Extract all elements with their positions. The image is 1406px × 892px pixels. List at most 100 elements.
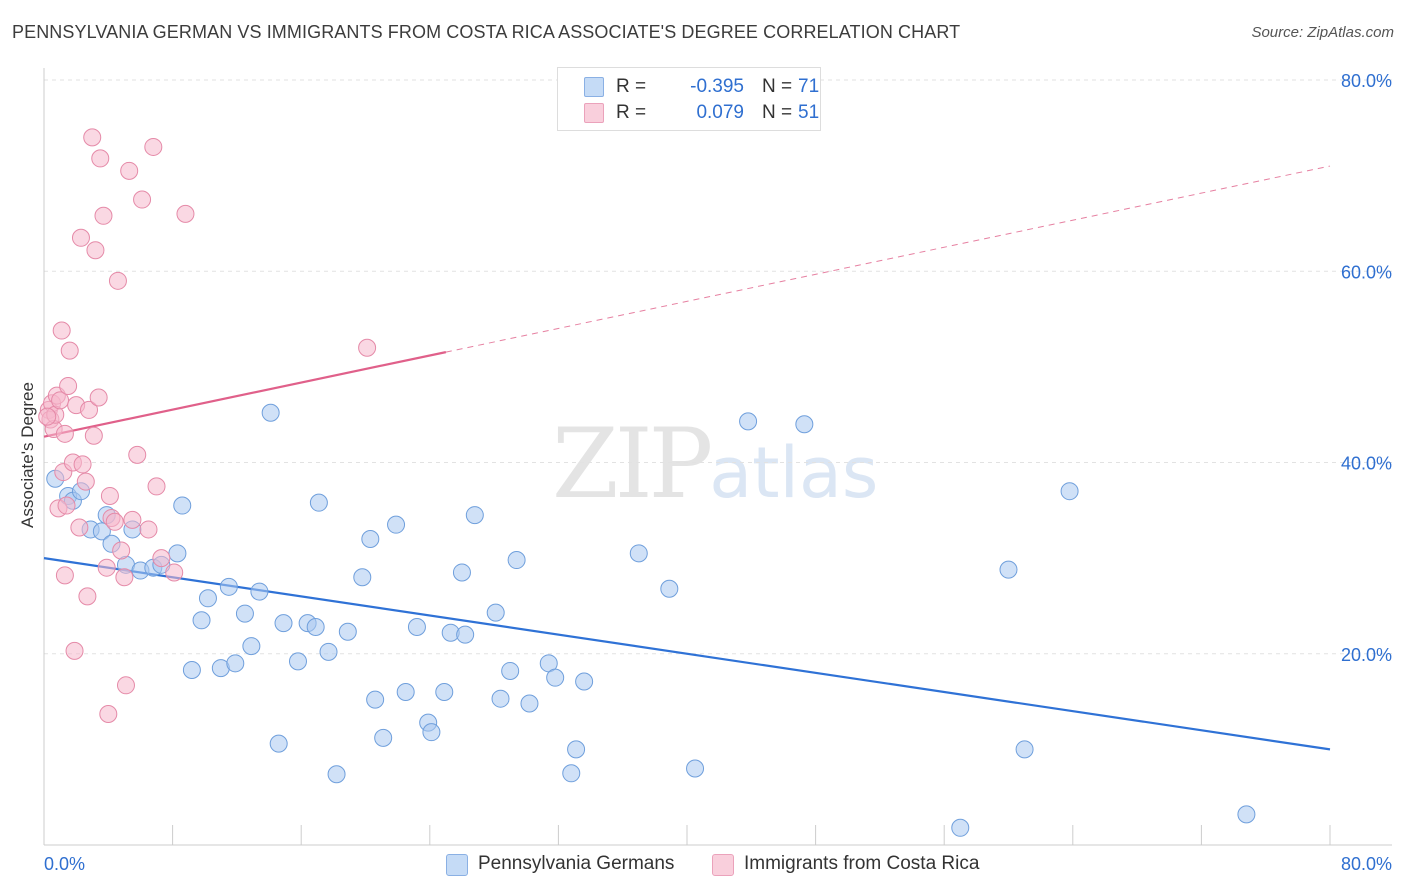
pennsylvania-point — [374, 728, 393, 747]
legend-n-label: N = — [762, 76, 793, 97]
source-credit: Source: ZipAtlas.com — [1251, 24, 1394, 41]
legend-r-value: -0.395 — [690, 76, 744, 97]
pennsylvania-point — [309, 493, 328, 512]
pennsylvania-point — [575, 672, 594, 691]
pennsylvania-point — [1237, 805, 1256, 824]
costa-rica-point — [71, 228, 90, 247]
pennsylvania-point — [235, 604, 254, 623]
pennsylvania-point — [396, 683, 415, 701]
pennsylvania-point — [501, 661, 520, 680]
costa-rica-point — [112, 541, 131, 560]
costa-rica-point — [57, 496, 76, 515]
y-axis-label: Associate's Degree — [18, 382, 37, 528]
pennsylvania-point — [92, 522, 111, 541]
series-swatch-pink — [712, 854, 734, 876]
pennsylvania-point — [407, 617, 426, 636]
costa-rica-point — [76, 472, 95, 491]
pennsylvania-point — [250, 582, 269, 601]
y-tick-label: 60.0% — [1341, 262, 1392, 282]
pennsylvania-point — [507, 551, 526, 570]
pennsylvania-point — [562, 764, 581, 783]
pennsylvania-point — [629, 544, 648, 563]
pennsylvania-point — [1015, 740, 1034, 759]
costa-rica-point — [55, 424, 74, 443]
pennsylvania-point — [338, 622, 357, 641]
pennsylvania-point — [361, 530, 380, 548]
legend-n-value: 71 — [798, 76, 820, 97]
pennsylvania-point — [422, 723, 441, 742]
costa-rica-point — [144, 137, 163, 156]
pennsylvania-point — [226, 654, 245, 673]
costa-rica-trend-line — [43, 351, 447, 438]
y-tick-label: 40.0% — [1341, 454, 1392, 474]
pennsylvania-point — [686, 759, 705, 778]
costa-rica-point — [73, 455, 92, 474]
costa-rica-point — [108, 271, 127, 290]
costa-rica-trend-line-extension — [445, 165, 1331, 353]
pennsylvania-point — [219, 577, 238, 596]
pennsylvania-point — [739, 412, 758, 431]
pennsylvania-point — [1060, 482, 1079, 501]
costa-rica-point — [38, 407, 57, 426]
y-tick-label: 80.0% — [1341, 71, 1392, 91]
pennsylvania-point — [387, 515, 406, 534]
pennsylvania-point — [491, 689, 510, 708]
legend-r-label: R = — [616, 102, 647, 123]
costa-rica-point — [78, 587, 97, 606]
pennsylvania-point — [567, 740, 586, 759]
series-legend-label: Immigrants from Costa Rica — [744, 853, 980, 874]
costa-rica-point — [147, 477, 166, 496]
costa-rica-point — [55, 566, 74, 585]
data-points — [38, 128, 1256, 837]
costa-rica-point — [116, 676, 135, 695]
costa-rica-point — [80, 400, 99, 419]
costa-rica-point — [152, 549, 171, 568]
pennsylvania-point — [452, 563, 471, 582]
grid-lines — [44, 79, 1392, 655]
pennsylvania-point — [465, 506, 484, 525]
costa-rica-point — [65, 641, 84, 660]
watermark-atlas: atlas — [709, 432, 879, 514]
pennsylvania-point — [182, 661, 201, 680]
costa-rica-point — [83, 128, 102, 147]
pennsylvania-point — [951, 818, 970, 837]
pennsylvania-point — [269, 734, 288, 753]
costa-rica-point — [128, 445, 147, 464]
costa-rica-point — [176, 204, 195, 223]
pennsylvania-point — [274, 614, 293, 633]
pennsylvania-point — [795, 415, 814, 434]
costa-rica-point — [105, 512, 124, 531]
costa-rica-point — [133, 190, 152, 209]
costa-rica-point — [94, 206, 113, 225]
costa-rica-point — [120, 161, 139, 180]
costa-rica-point — [59, 377, 78, 395]
legend-swatch-pink — [584, 103, 604, 123]
y-tick-label: 20.0% — [1341, 645, 1392, 665]
pennsylvania-point — [192, 611, 211, 630]
pennsylvania-point — [173, 496, 192, 515]
series-swatch-blue — [446, 854, 468, 876]
costa-rica-point — [123, 510, 142, 529]
legend-r-value: 0.079 — [696, 102, 744, 123]
axes — [43, 68, 1392, 846]
costa-rica-point — [97, 558, 116, 577]
costa-rica-point — [99, 704, 118, 723]
pennsylvania-point — [546, 668, 565, 687]
costa-rica-point — [115, 568, 134, 587]
pennsylvania-point — [660, 579, 679, 598]
pennsylvania-point — [456, 625, 475, 644]
costa-rica-point — [70, 518, 89, 537]
pennsylvania-point — [327, 765, 346, 784]
watermark-zip: ZIP — [552, 408, 713, 520]
legend-n-label: N = — [762, 102, 793, 123]
pennsylvania-point — [261, 403, 280, 422]
pennsylvania-point — [366, 690, 385, 709]
costa-rica-point — [165, 563, 184, 582]
pennsylvania-point — [999, 560, 1018, 579]
costa-rica-point — [358, 338, 377, 357]
legend-swatch-blue — [584, 77, 604, 97]
pennsylvania-point — [288, 652, 307, 671]
costa-rica-point — [84, 426, 103, 445]
watermark: ZIPatlas — [552, 408, 878, 520]
